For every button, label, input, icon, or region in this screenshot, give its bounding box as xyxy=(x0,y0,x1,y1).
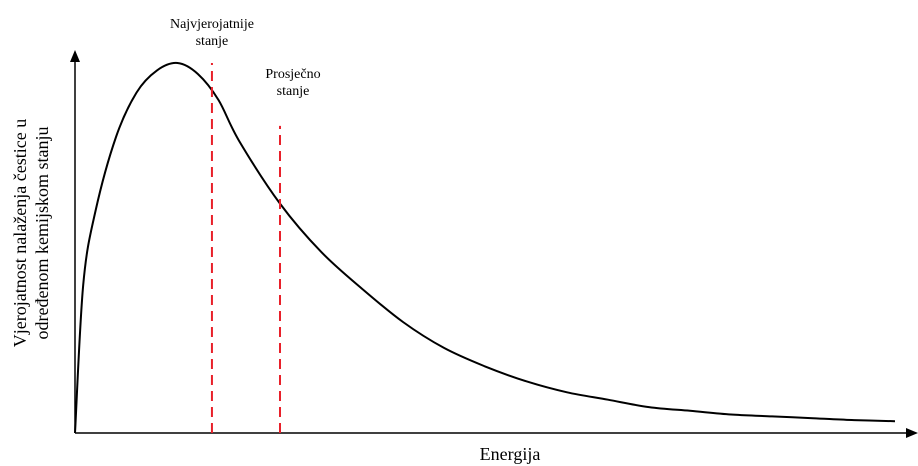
marker-label-2-line-1: Prosječno xyxy=(265,67,320,82)
marker-label-1-line-1: Najvjerojatnije xyxy=(170,17,254,32)
y-axis-label-line-2: određenom kemijskom stanju xyxy=(32,127,52,340)
marker-label-2-line-2: stanje xyxy=(277,84,310,99)
y-axis-arrow xyxy=(70,50,80,62)
distribution-curve xyxy=(74,61,896,434)
y-axis-label-line-1: Vjerojatnost nalaženja čestice u xyxy=(10,119,30,347)
x-axis-arrow xyxy=(906,428,918,438)
x-axis-label: Energija xyxy=(480,444,541,464)
axes xyxy=(70,50,918,438)
marker-label-1-line-2: stanje xyxy=(196,34,229,49)
